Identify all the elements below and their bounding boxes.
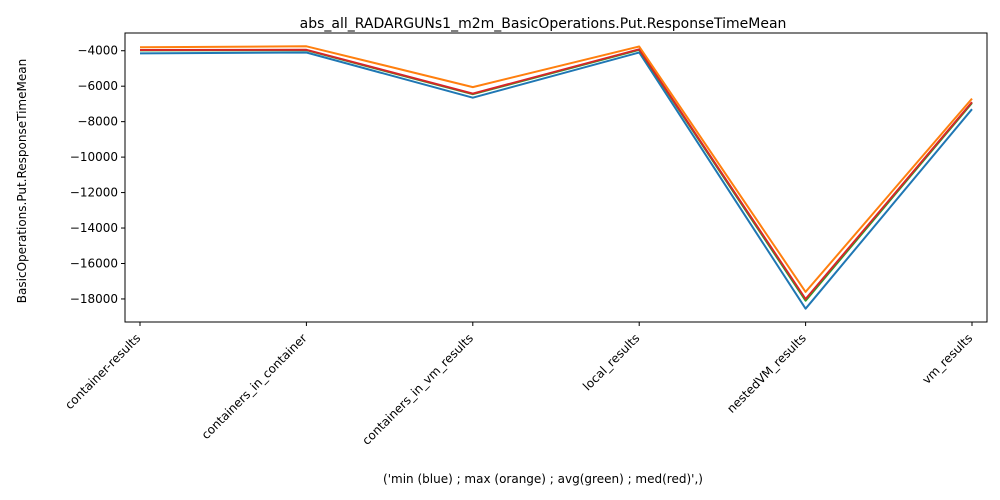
series-line-max [139, 45, 973, 293]
y-tick-label: −10000 [70, 150, 118, 164]
series-line-med [139, 48, 973, 300]
y-axis-title: BasicOperations.Put.ResponseTimeMean [15, 59, 29, 303]
chart-title: abs_all_RADARGUNs1_m2m_BasicOperations.P… [300, 16, 787, 32]
x-tick-label: local_results [580, 331, 642, 393]
y-tick-label: −4000 [77, 44, 118, 58]
y-tick-label: −14000 [70, 221, 118, 235]
x-tick-label: container-results [62, 331, 143, 412]
y-axis-ticks: −4000 −6000 −8000 −10000 −12000 −14000 −16000 −… [70, 44, 125, 306]
y-tick-label: −16000 [70, 256, 118, 270]
plot-frame [124, 32, 988, 323]
x-tick-label: vm_results [919, 331, 975, 387]
series-line-avg [139, 48, 973, 302]
x-axis-ticks: container-results containers_in_container… [62, 322, 975, 448]
x-tick-label: nestedVM_results [724, 331, 809, 416]
plot-area [124, 32, 988, 323]
x-tick-label: containers_in_container [199, 331, 310, 442]
y-tick-label: −18000 [70, 292, 118, 306]
series-line-min [139, 51, 973, 310]
x-tick-label: containers_in_vm_results [359, 331, 476, 448]
y-tick-label: −6000 [77, 79, 118, 93]
y-tick-label: −8000 [77, 115, 118, 129]
y-tick-label: −12000 [70, 186, 118, 200]
x-axis-title: ('min (blue) ; max (orange) ; avg(green)… [383, 472, 703, 486]
